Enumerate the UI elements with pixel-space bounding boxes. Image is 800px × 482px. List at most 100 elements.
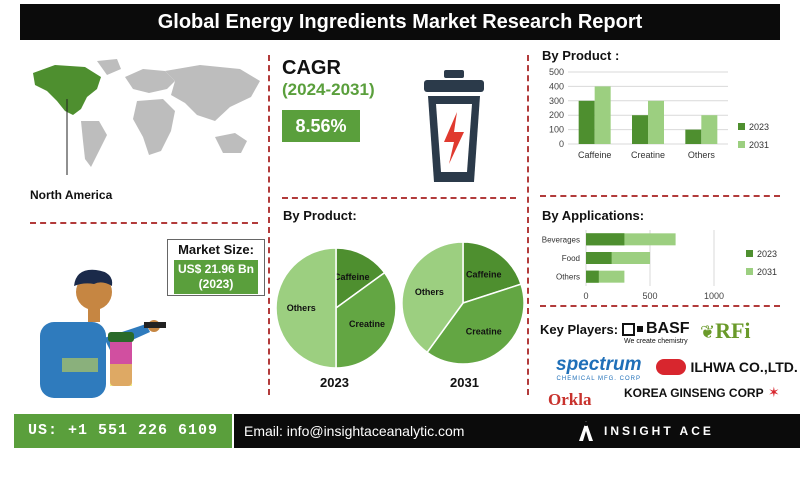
y-tick-label: 100 [549, 125, 564, 135]
bar-others-2023-front [586, 270, 599, 283]
divider-middle-h [282, 197, 516, 199]
pie-2031-chart: Caffeine Creatine Others [401, 241, 525, 365]
rfi-leaf-icon: ❦ [700, 322, 716, 342]
x-tick-label: Caffeine [578, 150, 611, 160]
footer-email: Email: info@insightaceanalytic.com [244, 423, 465, 439]
person-illustration [40, 269, 166, 398]
cagr-title: CAGR [282, 57, 341, 79]
map-south-america [81, 121, 107, 167]
pie-slice-creatine [335, 271, 397, 369]
divider-left-h [30, 222, 258, 224]
by-product-bar-chart: 0 100 200 300 400 500 Caffeine Creatine Others 20… [549, 67, 769, 160]
pie-label-others: Others [415, 287, 444, 297]
pie-label-caffeine: Caffeine [466, 269, 502, 279]
footer-bar: Email: info@insightaceanalytic.com INSIG… [234, 414, 800, 472]
bar-caffeine-2023 [578, 100, 595, 144]
ilhwa-name: ILHWA CO.,LTD. [690, 358, 798, 375]
divider-right [527, 55, 529, 395]
legend-swatch-2023 [738, 123, 745, 130]
footer-brand: INSIGHT ACE ANALYTIC [604, 424, 714, 472]
cagr-years: (2024-2031) [282, 80, 375, 99]
rfi-logo: ❦RFi [700, 318, 751, 344]
y-tick-label: 200 [549, 110, 564, 120]
y-tick-label: 300 [549, 96, 564, 106]
pie-2031-label: 2031 [450, 375, 479, 390]
map-africa [133, 99, 175, 155]
legend-label: 2023 [749, 122, 769, 132]
divider-right-h2 [540, 305, 780, 307]
bar-creatine-2031 [648, 100, 664, 144]
rfi-name: RFi [715, 318, 751, 343]
legend-label: 2023 [757, 249, 777, 259]
pie-slice-creatine [426, 283, 525, 365]
pie-slice-caffeine [462, 241, 522, 305]
map-asia [165, 65, 260, 121]
by-applications-title: By Applications: [542, 208, 645, 223]
pie-label-others: Others [287, 303, 316, 313]
spectrum-logo: spectrum CHEMICAL MFG. CORP [556, 354, 642, 382]
bar-others-2023 [685, 129, 702, 144]
bar-beverages-2023-front [586, 233, 625, 246]
legend-label: 2031 [749, 140, 769, 150]
korea-ginseng-logo: KOREA GINSENG CORP ✶ [624, 384, 780, 402]
y-tick-label: 0 [559, 139, 564, 149]
pie-2023-chart: Caffeine Creatine Others [275, 247, 397, 369]
pie-label-creatine: Creatine [466, 327, 502, 337]
legend-swatch-2031 [746, 268, 753, 275]
divider-left [268, 55, 270, 395]
pie-2023-label: 2023 [320, 375, 349, 390]
bar-food-2023-front [586, 252, 612, 264]
insight-ace-logo-icon [579, 421, 593, 441]
map-north-america [33, 65, 101, 115]
y-tick-label: Others [556, 273, 580, 282]
basf-logo: BASF We create chemistry [622, 320, 690, 345]
market-size-value: US$ 21.96 Bn (2023) [174, 260, 258, 294]
x-tick-label: 0 [583, 291, 588, 301]
by-applications-bar-chart: 0 500 1000 Beverages Food Others 2023 2031 [542, 230, 777, 301]
pie-slice-caffeine [335, 247, 386, 310]
x-tick-label: 1000 [704, 291, 724, 301]
map-greenland [97, 59, 121, 75]
bar-others-2031 [701, 115, 718, 144]
korea-ginseng-name: KOREA GINSENG CORP [624, 386, 764, 400]
basf-mark-icon [622, 322, 635, 336]
bar-creatine-2023 [632, 115, 648, 144]
x-tick-label: Creatine [631, 150, 665, 160]
basf-name: BASF [646, 320, 690, 337]
market-size-box: Market Size: US$ 21.96 Bn (2023) [167, 239, 265, 296]
basf-tagline: We create chemistry [624, 338, 688, 346]
legend-swatch-2023 [746, 250, 753, 257]
by-product-pie-title: By Product: [283, 208, 357, 223]
legend-label: 2031 [757, 267, 777, 277]
spectrum-sub: CHEMICAL MFG. CORP [556, 376, 641, 382]
report-title: Global Energy Ingredients Market Researc… [20, 4, 780, 40]
cagr-value: 8.56% [282, 110, 360, 142]
key-players-title: Key Players: [540, 322, 619, 337]
spectrum-name: spectrum [556, 354, 642, 375]
y-tick-label: 400 [549, 81, 564, 91]
bar-caffeine-2031 [594, 86, 611, 144]
ilhwa-mark-icon [656, 358, 686, 375]
pie-label-creatine: Creatine [349, 319, 385, 329]
ilhwa-logo: ILHWA CO.,LTD. [656, 358, 798, 376]
y-tick-label: Food [562, 254, 580, 263]
energy-drink-icon [424, 70, 484, 182]
x-tick-label: Others [688, 150, 716, 160]
map-europe [125, 69, 175, 93]
legend-swatch-2031 [738, 141, 745, 148]
map-australia [215, 133, 247, 153]
basf-mark-square-icon [637, 326, 643, 332]
pie-slice-others [401, 241, 464, 354]
region-label: North America [30, 188, 113, 202]
orkla-logo: Orkla [548, 390, 592, 409]
x-tick-label: 500 [642, 291, 657, 301]
market-size-label: Market Size: [178, 242, 254, 257]
by-product-bar-title: By Product : [542, 48, 620, 63]
y-tick-label: Beverages [542, 235, 580, 244]
korea-ginseng-mark-icon: ✶ [768, 384, 780, 400]
pie-label-caffeine: Caffeine [334, 272, 370, 282]
footer-phone: US: +1 551 226 6109 [14, 414, 232, 448]
pie-slice-others [275, 247, 337, 369]
world-map [33, 59, 260, 175]
y-tick-label: 500 [549, 67, 564, 77]
